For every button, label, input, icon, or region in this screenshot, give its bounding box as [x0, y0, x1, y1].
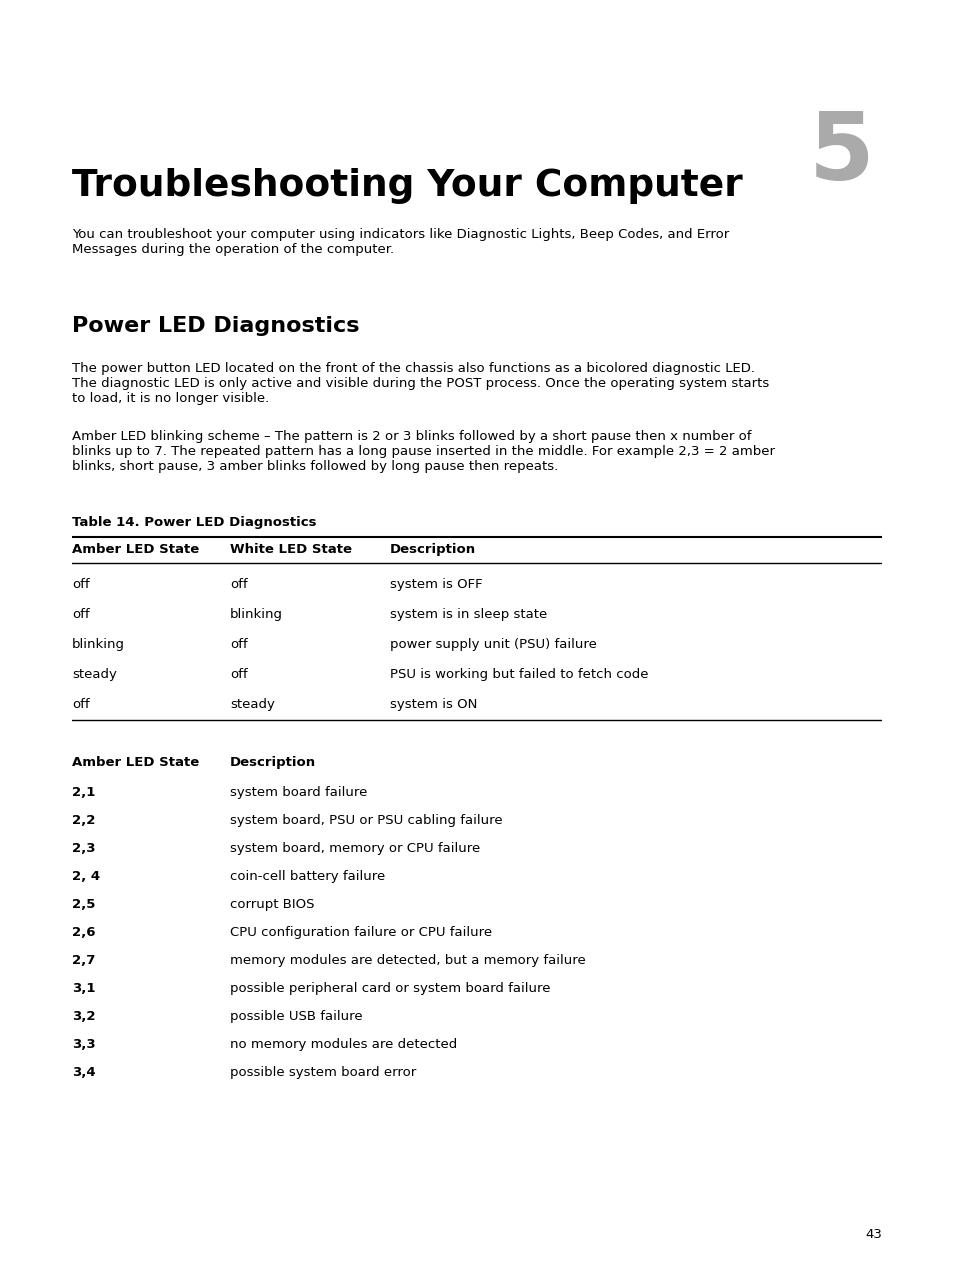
Text: possible peripheral card or system board failure: possible peripheral card or system board… — [230, 981, 550, 995]
Text: steady: steady — [230, 697, 274, 711]
Text: 2,2: 2,2 — [71, 814, 95, 827]
Text: 2,3: 2,3 — [71, 842, 95, 855]
Text: Troubleshooting Your Computer: Troubleshooting Your Computer — [71, 167, 742, 204]
Text: system board failure: system board failure — [230, 786, 367, 799]
Text: off: off — [230, 668, 248, 681]
Text: White LED State: White LED State — [230, 543, 352, 555]
Text: off: off — [71, 578, 90, 591]
Text: You can troubleshoot your computer using indicators like Diagnostic Lights, Beep: You can troubleshoot your computer using… — [71, 228, 728, 256]
Text: off: off — [230, 578, 248, 591]
Text: 2, 4: 2, 4 — [71, 870, 100, 883]
Text: system is ON: system is ON — [390, 697, 476, 711]
Text: Power LED Diagnostics: Power LED Diagnostics — [71, 316, 359, 336]
Text: blinking: blinking — [71, 638, 125, 650]
Text: off: off — [71, 697, 90, 711]
Text: PSU is working but failed to fetch code: PSU is working but failed to fetch code — [390, 668, 648, 681]
Text: 2,7: 2,7 — [71, 954, 95, 967]
Text: memory modules are detected, but a memory failure: memory modules are detected, but a memor… — [230, 954, 585, 967]
Text: 3,3: 3,3 — [71, 1038, 95, 1051]
Text: off: off — [230, 638, 248, 650]
Text: no memory modules are detected: no memory modules are detected — [230, 1038, 456, 1051]
Text: possible USB failure: possible USB failure — [230, 1011, 362, 1023]
Text: system is OFF: system is OFF — [390, 578, 482, 591]
Text: The power button LED located on the front of the chassis also functions as a bic: The power button LED located on the fron… — [71, 361, 768, 404]
Text: 2,5: 2,5 — [71, 898, 95, 910]
Text: 2,6: 2,6 — [71, 926, 95, 940]
Text: Table 14. Power LED Diagnostics: Table 14. Power LED Diagnostics — [71, 516, 316, 529]
Text: coin-cell battery failure: coin-cell battery failure — [230, 870, 385, 883]
Text: system is in sleep state: system is in sleep state — [390, 607, 547, 621]
Text: steady: steady — [71, 668, 117, 681]
Text: 3,4: 3,4 — [71, 1066, 95, 1079]
Text: corrupt BIOS: corrupt BIOS — [230, 898, 314, 910]
Text: system board, PSU or PSU cabling failure: system board, PSU or PSU cabling failure — [230, 814, 502, 827]
Text: Description: Description — [390, 543, 476, 555]
Text: 5: 5 — [808, 108, 874, 200]
Text: Amber LED blinking scheme – The pattern is 2 or 3 blinks followed by a short pau: Amber LED blinking scheme – The pattern … — [71, 430, 774, 473]
Text: CPU configuration failure or CPU failure: CPU configuration failure or CPU failure — [230, 926, 492, 940]
Text: system board, memory or CPU failure: system board, memory or CPU failure — [230, 842, 479, 855]
Text: 3,1: 3,1 — [71, 981, 95, 995]
Text: Amber LED State: Amber LED State — [71, 543, 199, 555]
Text: Description: Description — [230, 756, 315, 768]
Text: 2,1: 2,1 — [71, 786, 95, 799]
Text: possible system board error: possible system board error — [230, 1066, 416, 1079]
Text: 3,2: 3,2 — [71, 1011, 95, 1023]
Text: blinking: blinking — [230, 607, 283, 621]
Text: 43: 43 — [864, 1227, 882, 1241]
Text: off: off — [71, 607, 90, 621]
Text: Amber LED State: Amber LED State — [71, 756, 199, 768]
Text: power supply unit (PSU) failure: power supply unit (PSU) failure — [390, 638, 597, 650]
